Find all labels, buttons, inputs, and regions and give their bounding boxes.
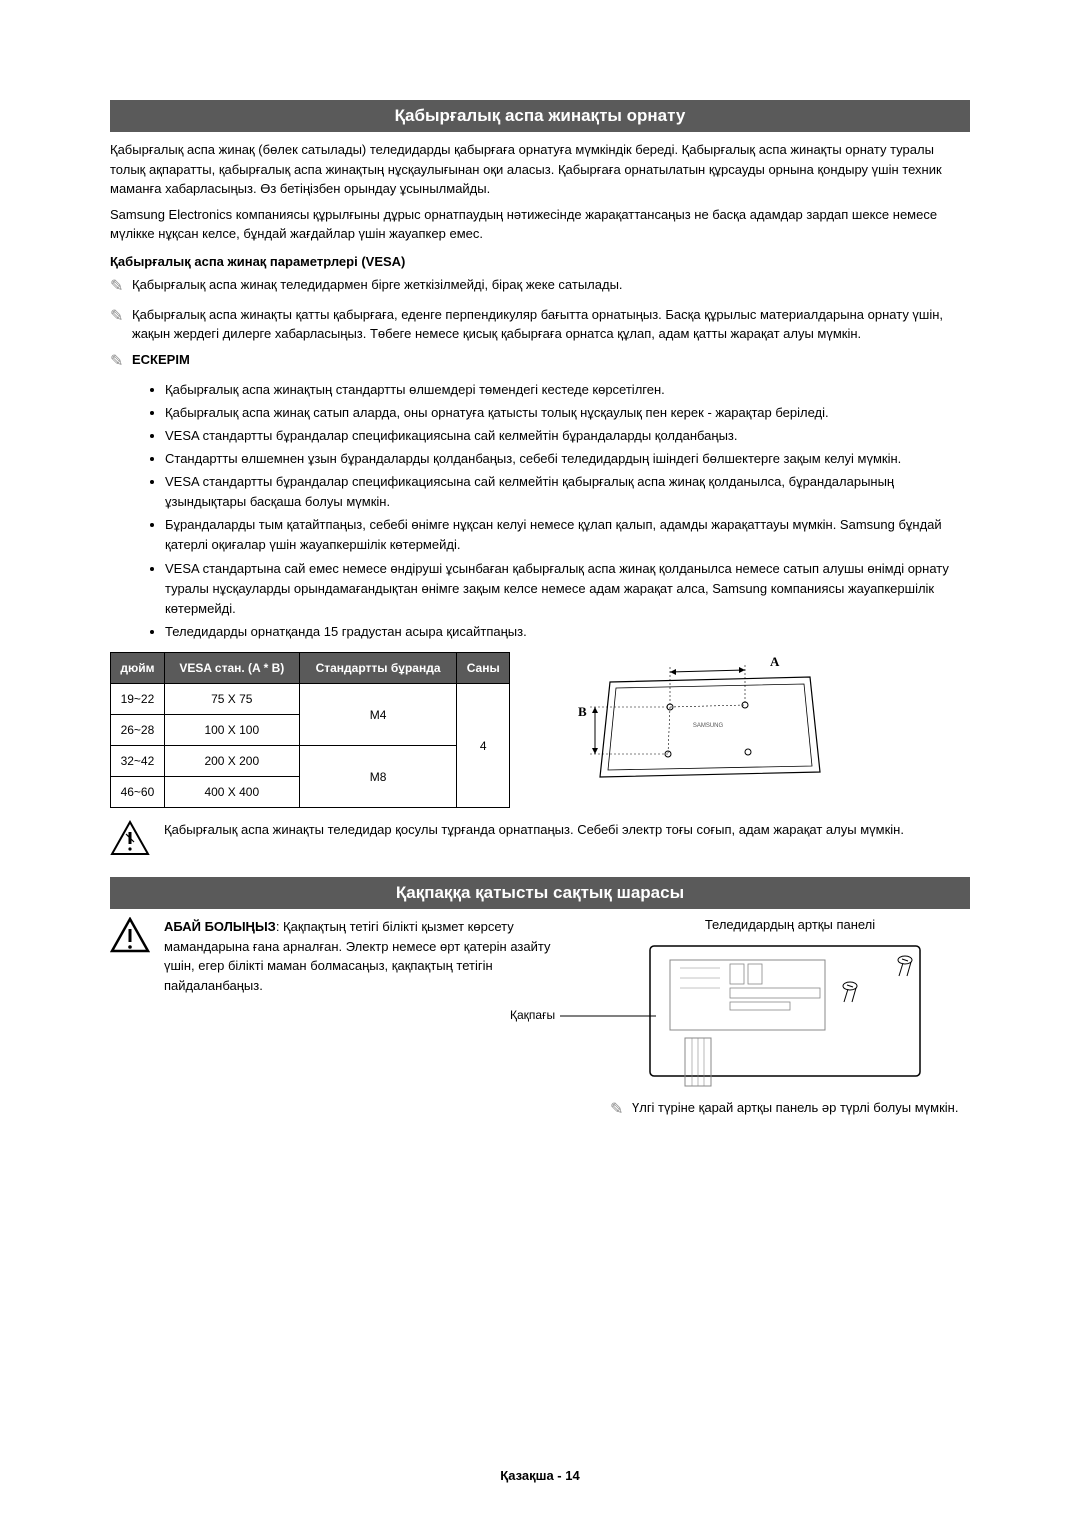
note3-heading: ЕСКЕРІМ xyxy=(132,350,190,370)
th-inch: дюйм xyxy=(111,653,165,684)
cell: M4 xyxy=(299,684,457,746)
cell: 100 X 100 xyxy=(164,715,299,746)
th-screw: Стандартты бұранда xyxy=(299,653,457,684)
note1-text: Қабырғалық аспа жинақ теледидармен бірге… xyxy=(132,275,970,295)
section2-title: Қақпаққа қатысты сақтық шарасы xyxy=(110,877,970,909)
bullet-item: Стандартты өлшемнен ұзын бұрандаларды қо… xyxy=(165,449,970,469)
bullet-item: Теледидарды орнатқанда 15 градустан асыр… xyxy=(165,622,970,642)
bullet-item: Қабырғалық аспа жинақтың стандартты өлше… xyxy=(165,380,970,400)
cell: 75 X 75 xyxy=(164,684,299,715)
section1-p1: Қабырғалық аспа жинақ (бөлек сатылады) т… xyxy=(110,140,970,199)
th-vesa: VESA стан. (A * B) xyxy=(164,653,299,684)
cover-label: Қақпағы xyxy=(510,1008,658,1022)
rear-panel-diagram: Қақпағы xyxy=(610,938,940,1088)
cell: 400 X 400 xyxy=(164,777,299,808)
cell: 4 xyxy=(457,684,510,808)
cell: M8 xyxy=(299,746,457,808)
caution-label: АБАЙ БОЛЫҢЫЗ xyxy=(164,919,276,934)
vesa-subheading: Қабырғалық аспа жинақ параметрлері (VESA… xyxy=(110,254,970,269)
bullet-item: VESA стандартына сай емес немесе өндіруш… xyxy=(165,559,970,619)
cell: 32~42 xyxy=(111,746,165,777)
note-icon: ✎ xyxy=(110,305,132,329)
svg-text:SAMSUNG: SAMSUNG xyxy=(693,723,724,729)
bullet-item: Бұрандаларды тым қатайтпаңыз, себебі өні… xyxy=(165,515,970,555)
cell: 26~28 xyxy=(111,715,165,746)
section1-p2: Samsung Electronics компаниясы құрылғыны… xyxy=(110,205,970,244)
note-icon: ✎ xyxy=(610,1098,632,1122)
bullet-item: VESA стандартты бұрандалар спецификацияс… xyxy=(165,426,970,446)
page-footer: Қазақша - 14 xyxy=(110,1468,970,1483)
note2-text: Қабырғалық аспа жинақты қатты қабырғаға,… xyxy=(132,305,970,344)
section1-title: Қабырғалық аспа жинақты орнату xyxy=(110,100,970,132)
bullet-list: Қабырғалық аспа жинақтың стандартты өлше… xyxy=(110,380,970,643)
th-qty: Саны xyxy=(457,653,510,684)
bullet-item: VESA стандартты бұрандалар спецификацияс… xyxy=(165,472,970,512)
panel-caption: Теледидардың артқы панелі xyxy=(610,917,970,932)
cell: 19~22 xyxy=(111,684,165,715)
vesa-table: дюйм VESA стан. (A * B) Стандартты бұран… xyxy=(110,652,510,808)
label-a: A xyxy=(770,654,779,670)
note-icon: ✎ xyxy=(110,275,132,299)
warning-triangle-icon xyxy=(110,820,150,861)
caution-text: АБАЙ БОЛЫҢЫЗ: Қақпақтың тетігі білікті қ… xyxy=(164,917,580,995)
note-icon: ✎ xyxy=(110,350,132,374)
cell: 200 X 200 xyxy=(164,746,299,777)
cell: 46~60 xyxy=(111,777,165,808)
label-b: B xyxy=(578,704,587,720)
warning-triangle-icon xyxy=(110,917,150,958)
tv-diagram: SAMSUNG A B xyxy=(580,652,840,802)
bullet-item: Қабырғалық аспа жинақ сатып аларда, оны … xyxy=(165,403,970,423)
warning-text: Қабырғалық аспа жинақты теледидар қосулы… xyxy=(164,820,904,840)
panel-note: Үлгі түріне қарай артқы панель әр түрлі … xyxy=(632,1098,970,1118)
